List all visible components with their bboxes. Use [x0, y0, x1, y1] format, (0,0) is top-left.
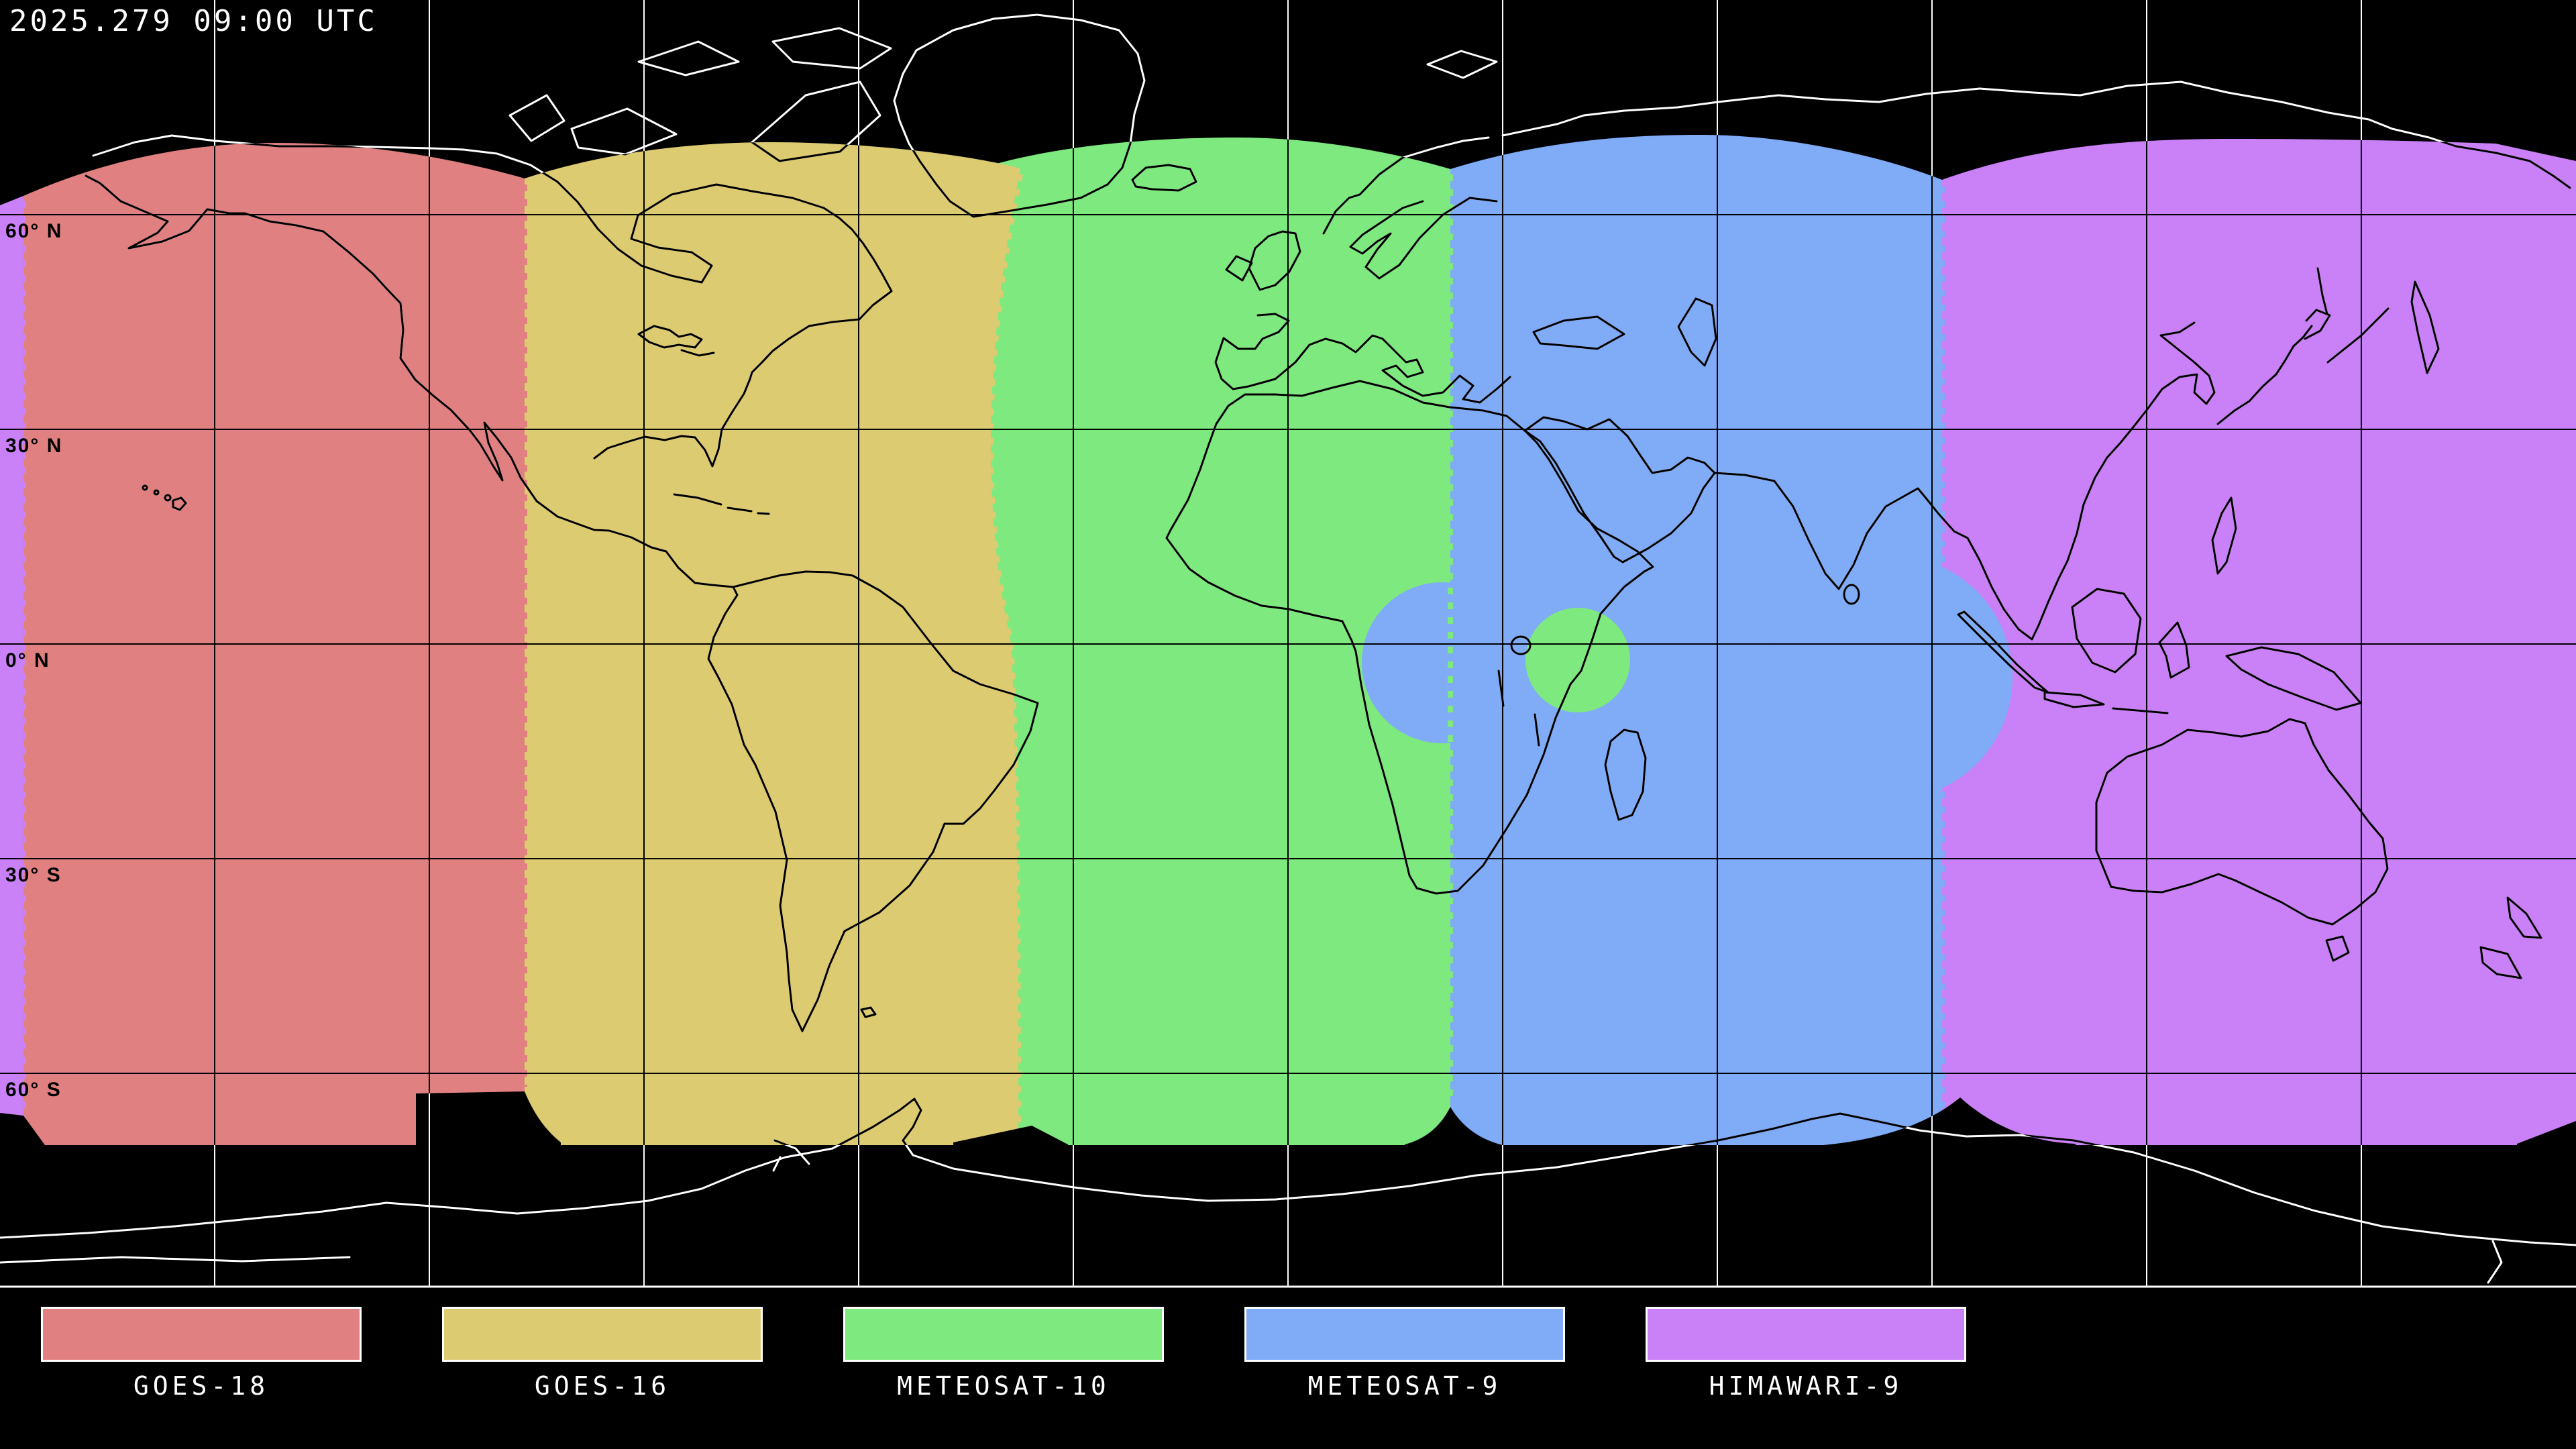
- legend-label-himawari-9: HIMAWARI-9: [1709, 1371, 1903, 1401]
- latitude-label-30s: 30° S: [5, 864, 62, 886]
- legend-label-goes-18: GOES-18: [133, 1371, 270, 1401]
- legend-swatch-meteosat-9: [1244, 1307, 1565, 1362]
- legend-label-meteosat-10: METEOSAT-10: [897, 1371, 1110, 1401]
- legend-label-meteosat-9: METEOSAT-9: [1307, 1371, 1502, 1401]
- latitude-label-60s: 60° S: [5, 1079, 62, 1101]
- legend: GOES-18 GOES-16 METEOSAT-10 METEOSAT-9 H…: [0, 1287, 2576, 1449]
- coverage-himawari-9: [1942, 139, 2576, 1145]
- latitude-label-60n: 60° N: [5, 220, 63, 242]
- legend-swatch-himawari-9: [1646, 1307, 1966, 1362]
- coverage-meteosat-10-circle: [1525, 608, 1630, 712]
- legend-item-meteosat-9: METEOSAT-9: [1244, 1307, 1565, 1401]
- legend-label-goes-16: GOES-16: [534, 1371, 671, 1401]
- legend-item-goes-18: GOES-18: [41, 1307, 362, 1401]
- coverage-meteosat-9-west-bulge: [1362, 582, 1523, 743]
- latitude-label-30n: 30° N: [5, 435, 63, 457]
- coverage-meteosat-9-east-bulge: [1768, 555, 2012, 800]
- legend-swatch-goes-16: [442, 1307, 763, 1362]
- legend-swatch-goes-18: [41, 1307, 362, 1362]
- legend-swatch-meteosat-10: [843, 1307, 1164, 1362]
- legend-item-goes-16: GOES-16: [442, 1307, 763, 1401]
- legend-item-himawari-9: HIMAWARI-9: [1646, 1307, 1966, 1401]
- coverage-bands: [0, 135, 2576, 1145]
- band-boundary-teeth: [21, 174, 1945, 1140]
- latitude-label-0n: 0° N: [5, 649, 50, 672]
- legend-item-meteosat-10: METEOSAT-10: [843, 1307, 1164, 1401]
- timestamp: 2025.279 09:00 UTC: [9, 4, 378, 38]
